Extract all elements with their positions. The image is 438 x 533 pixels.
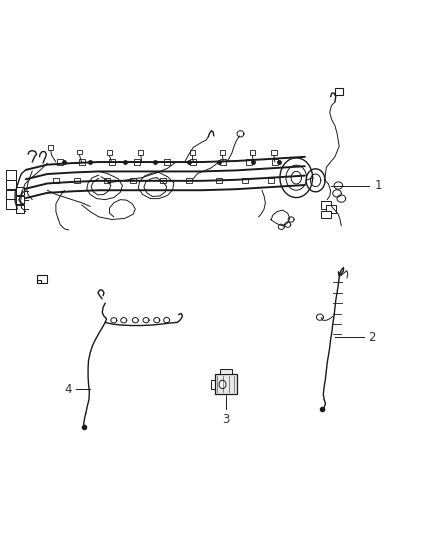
Bar — [242, 178, 248, 183]
Bar — [15, 205, 24, 213]
Bar — [272, 150, 276, 155]
Bar — [321, 211, 331, 219]
Bar — [160, 178, 166, 183]
Bar — [36, 275, 47, 283]
Text: 1: 1 — [375, 179, 382, 192]
FancyBboxPatch shape — [215, 374, 237, 394]
Bar — [138, 150, 144, 155]
Bar — [15, 187, 24, 195]
Bar — [216, 178, 222, 183]
Bar — [77, 150, 82, 154]
Bar — [57, 159, 63, 165]
Bar — [48, 145, 53, 150]
Text: 4: 4 — [65, 383, 72, 395]
Bar — [15, 196, 24, 204]
Bar — [109, 159, 115, 165]
Bar — [53, 178, 59, 183]
Bar — [190, 159, 196, 165]
Bar — [268, 178, 273, 183]
Bar — [220, 369, 232, 374]
Bar — [165, 159, 170, 165]
Bar — [326, 205, 336, 213]
Bar — [272, 159, 278, 165]
Bar — [74, 178, 80, 183]
Bar — [6, 180, 15, 189]
Bar — [107, 150, 112, 155]
Bar — [220, 150, 225, 155]
Text: 3: 3 — [222, 413, 230, 426]
Bar — [6, 190, 15, 199]
Bar — [250, 150, 255, 155]
Bar — [6, 199, 15, 208]
Text: 2: 2 — [368, 330, 376, 343]
Bar — [220, 159, 226, 165]
Bar — [246, 159, 252, 165]
Bar — [335, 88, 343, 95]
Bar — [190, 150, 195, 155]
Bar — [104, 178, 110, 183]
Bar — [134, 159, 141, 165]
Bar — [130, 178, 136, 183]
Bar — [321, 201, 331, 209]
Bar — [186, 178, 192, 183]
Bar — [6, 171, 15, 180]
Bar — [79, 159, 85, 165]
Circle shape — [219, 380, 226, 389]
